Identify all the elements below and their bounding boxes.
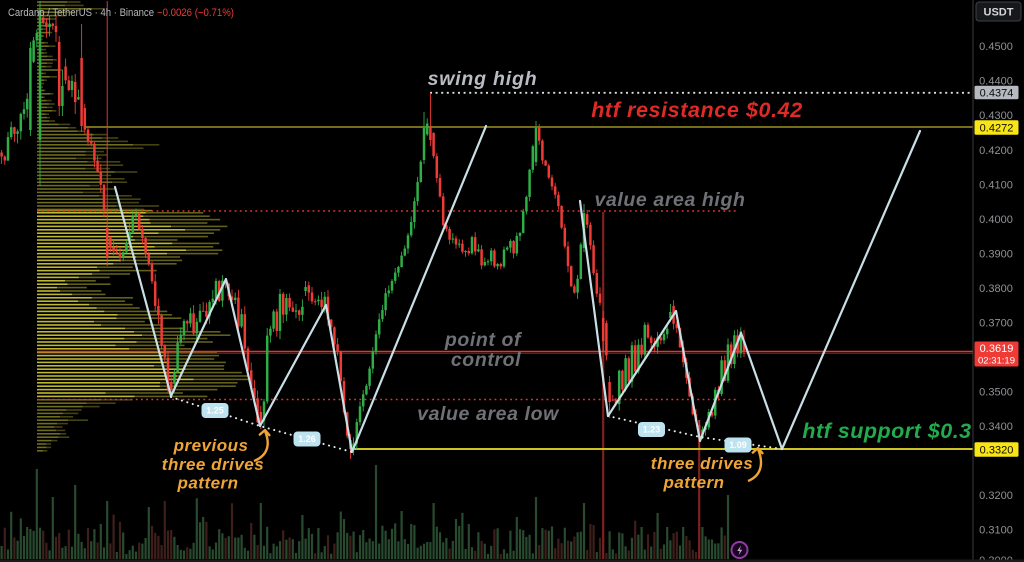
svg-text:USDT: USDT — [984, 7, 1014, 19]
svg-text:value area high: value area high — [595, 189, 746, 211]
svg-text:0.4000: 0.4000 — [979, 214, 1013, 226]
svg-text:0.4272: 0.4272 — [980, 123, 1014, 135]
svg-text:previous: previous — [173, 436, 249, 455]
svg-text:0.3400: 0.3400 — [979, 421, 1013, 433]
svg-text:three drives: three drives — [162, 455, 264, 474]
svg-text:0.3100: 0.3100 — [979, 525, 1013, 537]
svg-text:0.4200: 0.4200 — [979, 145, 1013, 157]
svg-text:1.09: 1.09 — [729, 440, 747, 450]
svg-text:0.4400: 0.4400 — [979, 76, 1013, 88]
svg-text:value area low: value area low — [417, 403, 560, 425]
svg-text:0.3500: 0.3500 — [979, 387, 1013, 399]
svg-text:0.4100: 0.4100 — [979, 180, 1013, 192]
svg-text:point of: point of — [444, 329, 523, 351]
svg-text:−0.0026 (−0.71%): −0.0026 (−0.71%) — [157, 7, 234, 19]
svg-text:Cardano / TetherUS · 4h · Bina: Cardano / TetherUS · 4h · Binance — [8, 7, 154, 19]
svg-text:0.4374: 0.4374 — [980, 88, 1014, 100]
svg-text:0.3619: 0.3619 — [980, 343, 1014, 355]
svg-text:pattern: pattern — [176, 474, 238, 493]
svg-text:1.25: 1.25 — [206, 406, 224, 416]
svg-text:0.3700: 0.3700 — [979, 318, 1013, 330]
svg-text:0.4500: 0.4500 — [979, 41, 1013, 53]
svg-text:1.26: 1.26 — [298, 434, 316, 444]
svg-text:control: control — [451, 349, 521, 371]
svg-text:0.3200: 0.3200 — [979, 490, 1013, 502]
svg-text:0.3000: 0.3000 — [979, 555, 1013, 562]
svg-text:htf resistance $0.42: htf resistance $0.42 — [591, 98, 803, 122]
svg-text:pattern: pattern — [662, 473, 724, 492]
svg-text:0.3320: 0.3320 — [980, 445, 1014, 457]
svg-text:02:31:19: 02:31:19 — [978, 356, 1015, 367]
svg-text:htf support $0.3: htf support $0.3 — [802, 419, 971, 443]
svg-text:three drives: three drives — [651, 454, 753, 473]
svg-text:0.3900: 0.3900 — [979, 249, 1013, 261]
svg-text:swing high: swing high — [428, 68, 538, 90]
svg-text:0.4300: 0.4300 — [979, 110, 1013, 122]
svg-text:0.3800: 0.3800 — [979, 283, 1013, 295]
svg-text:1.23: 1.23 — [643, 425, 661, 435]
